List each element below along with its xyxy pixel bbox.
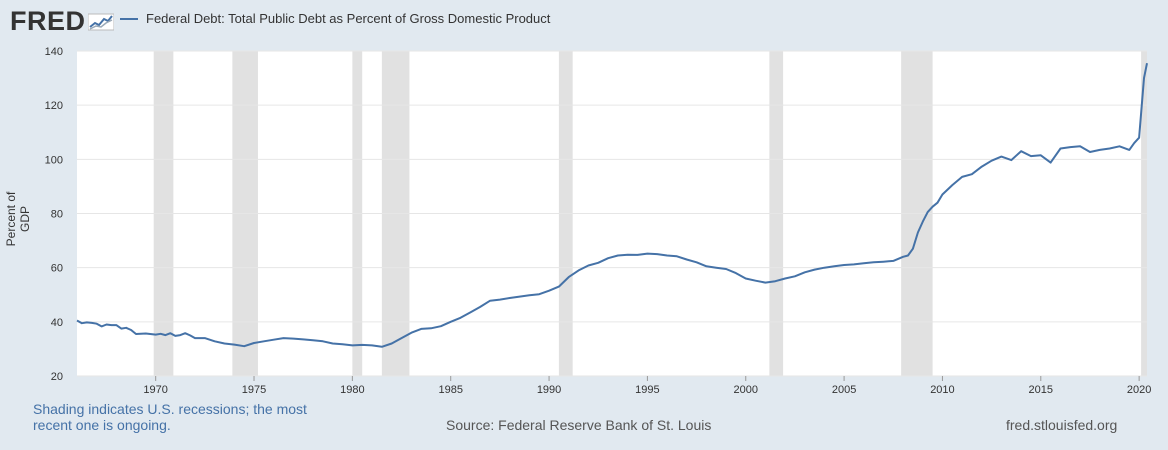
legend-swatch bbox=[120, 17, 138, 20]
x-tick-label: 2015 bbox=[1029, 384, 1053, 396]
y-tick-label: 40 bbox=[51, 317, 63, 329]
legend-label: Federal Debt: Total Public Debt as Perce… bbox=[146, 11, 551, 26]
y-tick-label: 20 bbox=[51, 371, 63, 383]
y-tick-label: 120 bbox=[45, 100, 63, 112]
y-tick-label: 140 bbox=[45, 46, 63, 58]
x-tick-label: 2020 bbox=[1127, 384, 1151, 396]
source-url[interactable]: fred.stlouisfed.org bbox=[1006, 417, 1118, 433]
grid-lines bbox=[77, 50, 1147, 377]
x-axis-ticks: 1970 1975 1980 1985 1990 1995 2000 2005 2010 2015… bbox=[143, 376, 1151, 396]
source-text: Source: Federal Reserve Bank of St. Loui… bbox=[446, 417, 712, 433]
x-tick-label: 1995 bbox=[635, 384, 659, 396]
logo-text: FRED bbox=[10, 6, 86, 36]
fred-logo[interactable]: FRED bbox=[10, 6, 114, 37]
series-layer bbox=[76, 63, 1148, 348]
x-tick-label: 1970 bbox=[143, 384, 167, 396]
chart-legend[interactable]: Federal Debt: Total Public Debt as Perce… bbox=[120, 11, 550, 26]
y-tick-label: 60 bbox=[51, 263, 63, 275]
series-line bbox=[76, 63, 1148, 348]
x-tick-label: 1985 bbox=[438, 384, 462, 396]
x-tick-label: 2005 bbox=[832, 384, 856, 396]
x-tick-label: 2010 bbox=[930, 384, 954, 396]
y-tick-label: 80 bbox=[51, 209, 63, 221]
x-tick-label: 2000 bbox=[734, 384, 758, 396]
line-graph-icon bbox=[87, 13, 114, 30]
y-tick-label: 100 bbox=[45, 154, 63, 166]
x-tick-label: 1990 bbox=[537, 384, 561, 396]
y-axis-ticks: 20 40 60 80 100 120 140 bbox=[45, 46, 63, 383]
recession-note: Shading indicates U.S. recessions; the m… bbox=[33, 401, 307, 433]
x-tick-label: 1980 bbox=[340, 384, 364, 396]
x-tick-label: 1975 bbox=[242, 384, 266, 396]
